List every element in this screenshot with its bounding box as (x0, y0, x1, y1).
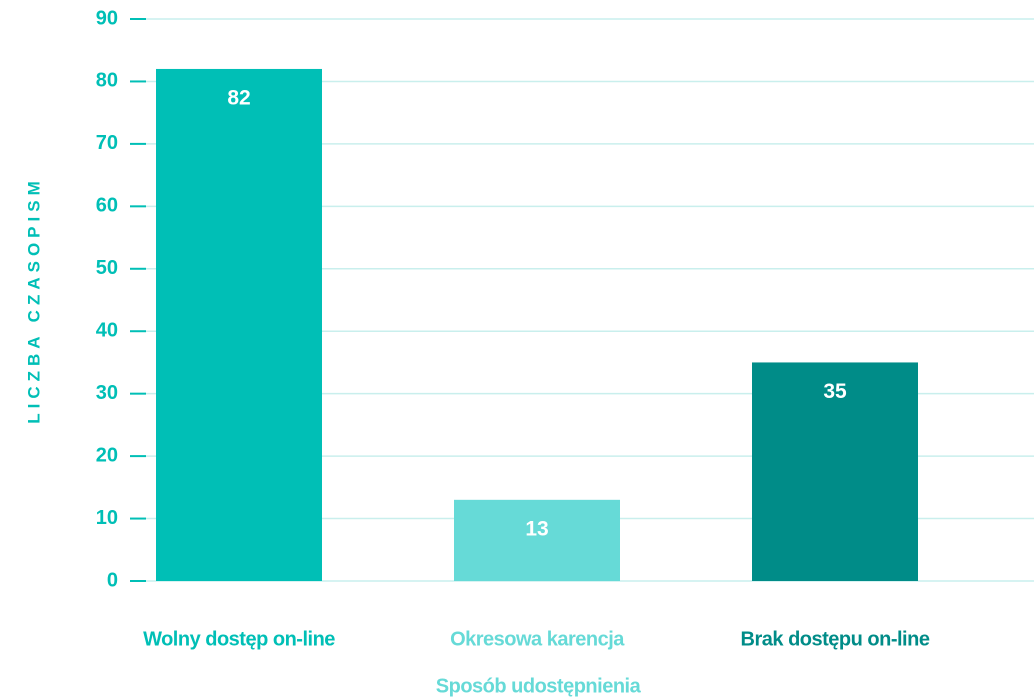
y-tick-label: 80 (96, 70, 118, 92)
y-tick-label: 20 (96, 444, 118, 466)
y-axis-label: LICZBA CZASOPISM (24, 176, 43, 423)
x-tick-label: Okresowa karencja (450, 628, 625, 650)
bar (156, 68, 322, 581)
y-tick-label: 0 (107, 569, 118, 591)
y-tick-label: 70 (96, 132, 118, 154)
value-label: 35 (823, 380, 847, 403)
y-tick-label: 10 (96, 507, 118, 529)
value-label: 13 (525, 517, 548, 540)
x-tick-label: Brak dostępu on-line (741, 628, 930, 650)
y-tick-label: 30 (96, 382, 118, 404)
value-label: 82 (227, 87, 250, 110)
y-tick-label: 60 (96, 195, 118, 217)
y-tick-label: 90 (96, 7, 118, 29)
y-tick-label: 50 (96, 257, 118, 279)
bar (752, 362, 918, 581)
bar (454, 499, 620, 581)
x-axis-label: Sposób udostępnienia (436, 675, 642, 697)
y-tick-label: 40 (96, 320, 118, 342)
x-tick-label: Wolny dostęp on-line (143, 628, 335, 650)
